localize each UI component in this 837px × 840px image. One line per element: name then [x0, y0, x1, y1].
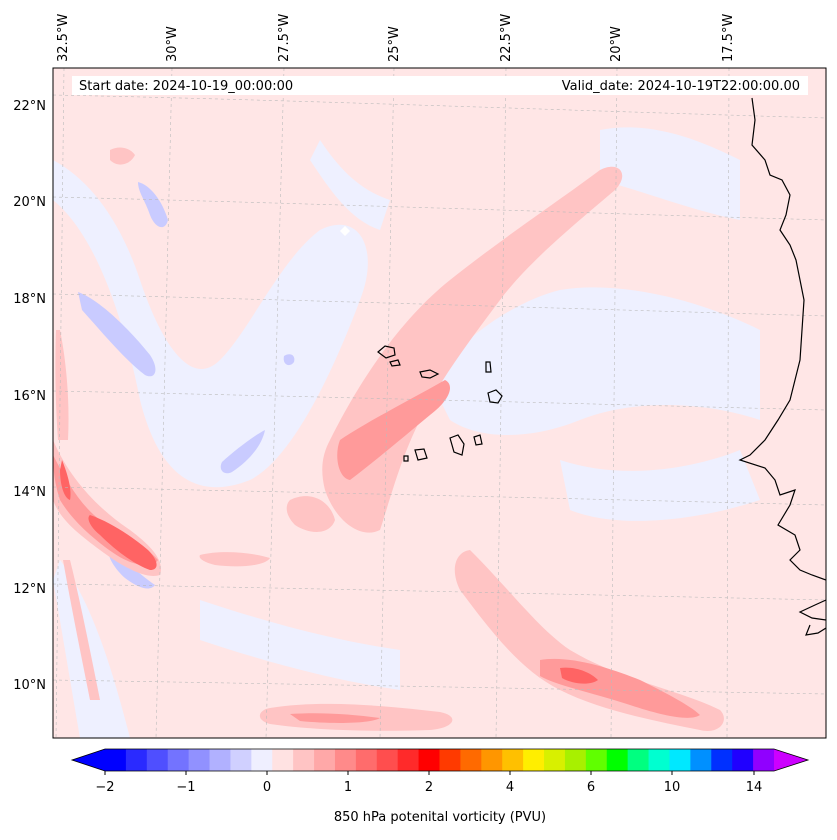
colorbar-swatch — [564, 749, 587, 771]
colorbar-tick-label: 10 — [664, 780, 681, 795]
colorbar-tick-label: −1 — [176, 780, 195, 795]
colorbar-swatch — [314, 749, 336, 771]
lat-label-10n: 10°N — [13, 678, 46, 693]
colorbar-swatch — [523, 749, 545, 771]
colorbar-tick-label: 6 — [587, 780, 595, 795]
lon-label-22-5w: 22.5°W — [499, 14, 514, 62]
colorbar-swatch — [732, 749, 754, 771]
colorbar: −2 −1 0 1 2 4 6 10 14 850 hPa potenital … — [70, 748, 810, 825]
colorbar-tick-label: 1 — [344, 780, 352, 795]
colorbar-swatch — [167, 749, 190, 771]
pv-light-negative-regions — [53, 127, 760, 738]
coastline — [738, 97, 826, 636]
colorbar-swatch — [753, 749, 775, 771]
colorbar-swatch — [293, 749, 315, 771]
lat-label-20n: 20°N — [13, 195, 46, 210]
colorbar-swatch — [711, 749, 733, 771]
valid-date-text: Valid_date: 2024-10-19T22:00:00.00 — [562, 79, 800, 94]
colorbar-swatch — [146, 749, 169, 771]
colorbar-swatches — [105, 749, 775, 771]
colorbar-swatch — [376, 749, 399, 771]
colorbar-swatch — [230, 749, 252, 771]
lon-label-17-5w: 17.5°W — [721, 14, 736, 62]
colorbar-swatch — [439, 749, 461, 771]
colorbar-swatch — [481, 749, 503, 771]
lon-label-32-5w: 32.5°W — [56, 14, 71, 62]
lon-label-25w: 25°W — [387, 26, 402, 62]
colorbar-swatch — [627, 749, 650, 771]
missing-value-marker — [340, 226, 350, 236]
colorbar-ticks: −2 −1 0 1 2 4 6 10 14 — [95, 771, 762, 795]
colorbar-swatch — [544, 749, 566, 771]
map-panel[interactable]: Start date: 2024-10-19_00:00:00 Valid_da… — [53, 68, 826, 738]
longitude-labels: 32.5°W 30°W 27.5°W 25°W 22.5°W 20°W 17.5… — [56, 14, 736, 62]
graticule — [53, 68, 826, 738]
lat-label-14n: 14°N — [13, 485, 46, 500]
colorbar-tick-label: −2 — [95, 780, 114, 795]
colorbar-swatch — [188, 749, 211, 771]
colorbar-swatch — [502, 749, 524, 771]
colorbar-swatch — [606, 749, 629, 771]
colorbar-swatch — [125, 749, 148, 771]
colorbar-tick-label: 14 — [746, 780, 763, 795]
lon-label-27-5w: 27.5°W — [277, 14, 292, 62]
colorbar-tick-label: 2 — [425, 780, 433, 795]
map-frame — [52, 67, 827, 739]
colorbar-swatch — [460, 749, 482, 771]
colorbar-swatch — [585, 749, 608, 771]
colorbar-swatch — [690, 749, 712, 771]
colorbar-tick-label: 0 — [263, 780, 271, 795]
colorbar-label: 850 hPa potenital vorticity (PVU) — [334, 810, 546, 825]
colorbar-right-extend — [774, 749, 808, 771]
colorbar-swatch — [272, 749, 294, 771]
start-date-box — [72, 76, 808, 95]
lat-label-16n: 16°N — [13, 389, 46, 404]
latitude-labels: 22°N 20°N 18°N 16°N 14°N 12°N 10°N — [13, 99, 46, 693]
colorbar-left-extend — [72, 749, 105, 771]
colorbar-swatch — [334, 749, 357, 771]
lat-label-12n: 12°N — [13, 582, 46, 597]
colorbar-swatch — [648, 749, 670, 771]
lat-label-22n: 22°N — [13, 99, 46, 114]
pv-positive-high-regions — [60, 460, 598, 684]
colorbar-swatch — [355, 749, 378, 771]
lon-label-30w: 30°W — [165, 26, 180, 62]
colorbar-tick-label: 4 — [506, 780, 514, 795]
colorbar-swatch — [251, 749, 273, 771]
colorbar-swatch — [209, 749, 231, 771]
start-date-text: Start date: 2024-10-19_00:00:00 — [79, 79, 293, 94]
colorbar-swatch — [669, 749, 691, 771]
colorbar-swatch — [397, 749, 420, 771]
lat-label-18n: 18°N — [13, 292, 46, 307]
colorbar-swatch — [418, 749, 440, 771]
colorbar-swatch — [105, 749, 127, 771]
cape-verde-islands — [377, 345, 503, 462]
lon-label-20w: 20°W — [609, 26, 624, 62]
